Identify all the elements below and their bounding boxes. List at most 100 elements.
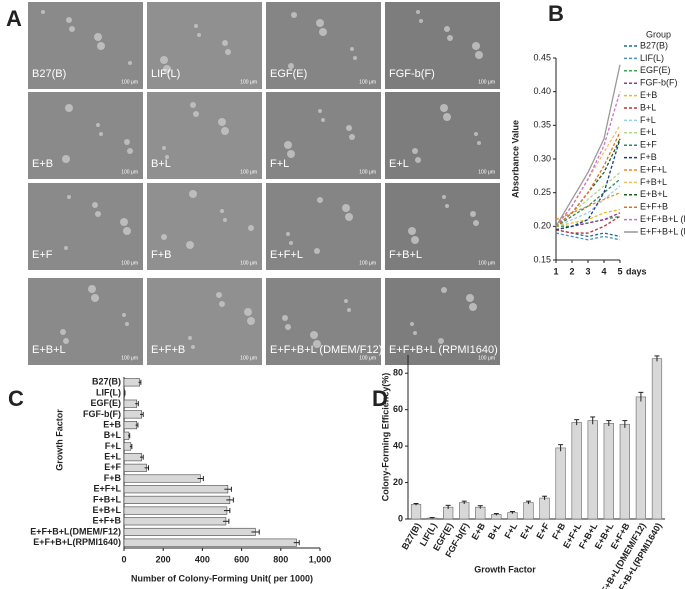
cell-cluster <box>124 139 130 145</box>
category-label: E+F+B+L(DMEM/F12) <box>30 526 121 536</box>
legend-label: E+B <box>640 90 657 100</box>
cell-cluster <box>225 49 231 55</box>
bar <box>459 502 470 520</box>
legend-label: EGF(E) <box>640 65 671 75</box>
cell-cluster <box>160 56 168 64</box>
series-line <box>555 131 621 227</box>
cell-cluster <box>314 248 320 254</box>
cell-cluster <box>410 322 414 326</box>
category-label: FGF-b(F) <box>83 409 121 419</box>
series-line <box>555 215 621 234</box>
x-tick-label: 0 <box>121 554 126 564</box>
tile-label: E+L <box>389 158 409 170</box>
cell-cluster <box>222 40 228 46</box>
cell-cluster <box>317 197 323 203</box>
cell-cluster <box>342 204 350 212</box>
cell-cluster <box>125 322 129 326</box>
cell-cluster <box>349 134 355 140</box>
scale-bar-label: 100 μm <box>121 355 138 361</box>
cell-cluster <box>60 329 66 335</box>
tile-label: E+F+L <box>270 249 303 261</box>
cell-cluster <box>220 209 224 213</box>
cell-cluster <box>188 336 192 340</box>
y-tick-label: 60 <box>393 404 403 414</box>
cell-cluster <box>161 234 167 240</box>
cell-cluster <box>92 202 98 208</box>
cell-cluster <box>62 155 70 163</box>
tile-label: F+B <box>151 249 171 261</box>
cell-cluster <box>313 340 321 348</box>
cell-cluster <box>443 113 451 121</box>
bar <box>603 423 614 520</box>
bar <box>123 495 231 504</box>
scale-bar-label: 100 μm <box>121 79 138 85</box>
x-tick-label: 400 <box>195 554 210 564</box>
tile-label: EGF(E) <box>270 68 307 80</box>
cell-cluster <box>473 220 479 226</box>
cell-cluster <box>282 315 288 321</box>
cell-cluster <box>347 308 351 312</box>
tile-label: B27(B) <box>32 68 66 80</box>
category-label: B27(B) <box>400 521 423 551</box>
cell-cluster <box>189 190 197 198</box>
cell-cluster <box>247 317 255 325</box>
cell-cluster <box>445 204 449 208</box>
bar <box>123 410 142 419</box>
cell-cluster <box>163 65 171 73</box>
cell-cluster <box>287 150 295 158</box>
y-tick-label: 0.30 <box>533 153 551 163</box>
tile-label: E+F+B <box>151 344 185 356</box>
x-axis-label: Number of Colony-Forming Unit( per 1000) <box>131 573 313 583</box>
cell-cluster <box>310 331 318 339</box>
x-tick-label: 4 <box>601 266 606 276</box>
cell-cluster <box>316 19 324 27</box>
cell-cluster <box>191 345 195 349</box>
category-label: E+L <box>104 452 121 462</box>
cell-cluster <box>41 10 45 14</box>
cell-cluster <box>165 155 169 159</box>
bar <box>587 420 598 520</box>
cell-cluster <box>441 287 447 293</box>
y-tick-label: 0.15 <box>533 254 551 264</box>
y-tick-label: 0.25 <box>533 187 551 197</box>
tile-label: E+F+B+L (DMEM/F12) <box>270 344 382 356</box>
bar <box>475 506 486 520</box>
x-tick-label: 1 <box>553 266 558 276</box>
cell-cluster <box>96 123 100 127</box>
scale-bar-label: 100 μm <box>121 169 138 175</box>
legend-label: E+F+L <box>640 164 667 174</box>
bar <box>523 502 534 520</box>
cell-cluster <box>284 141 292 149</box>
cell-cluster <box>477 141 481 145</box>
tile-label: E+F+B+L (RPMI1640) <box>389 344 498 356</box>
micrograph <box>266 183 381 270</box>
legend-label: FGF-b(F) <box>640 78 678 88</box>
x-tick-label: 5 <box>617 266 622 276</box>
category-label: F+L <box>105 441 122 451</box>
cell-cluster <box>127 148 133 154</box>
x-tick-label: 600 <box>234 554 249 564</box>
cell-cluster <box>223 218 227 222</box>
cell-cluster <box>344 299 348 303</box>
cell-cluster <box>88 285 96 293</box>
cell-cluster <box>350 47 354 51</box>
cell-cluster <box>64 246 68 250</box>
scale-bar-label: 100 μm <box>478 355 495 361</box>
micrograph <box>385 2 500 89</box>
category-label: E+B <box>103 419 121 429</box>
cell-cluster <box>69 26 75 32</box>
legend-label: B+L <box>640 102 656 112</box>
category-label: F+L <box>502 521 519 541</box>
cell-cluster <box>219 301 225 307</box>
scale-bar-label: 100 μm <box>359 260 376 266</box>
tile-label: FGF-b(F) <box>389 68 435 80</box>
micrograph <box>28 2 143 89</box>
legend-label: E+F <box>640 140 657 150</box>
scale-bar-label: 100 μm <box>478 169 495 175</box>
category-label: LIF(L) <box>96 387 121 397</box>
category-label: B27(B) <box>92 377 121 387</box>
cell-cluster <box>197 33 201 37</box>
category-label: EGF(E) <box>91 398 122 408</box>
cell-cluster <box>248 225 254 231</box>
